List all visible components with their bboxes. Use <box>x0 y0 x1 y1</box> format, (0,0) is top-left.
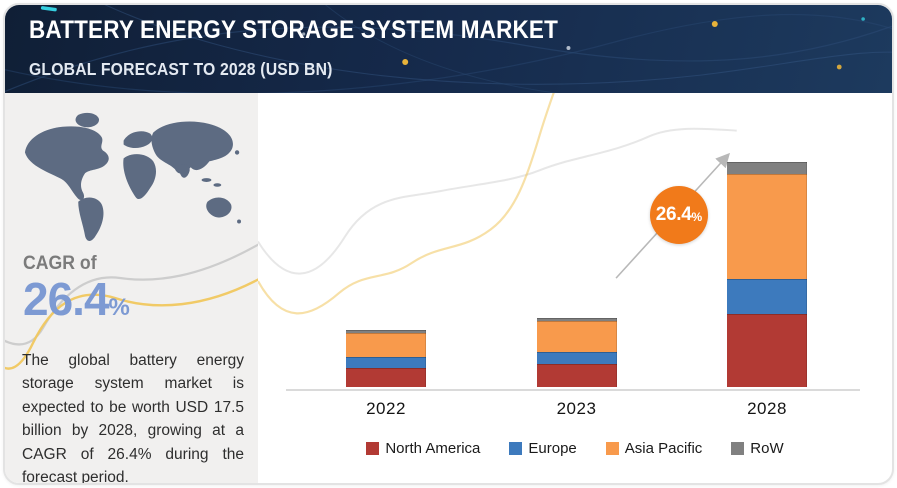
bars-row <box>346 162 807 387</box>
cagr-value: 26.4 <box>23 273 110 325</box>
x-axis-label-2022: 2022 <box>366 399 406 418</box>
stacked-bar-2022[interactable] <box>346 329 426 387</box>
x-axis-line <box>286 389 860 391</box>
x-axis-label-2028: 2028 <box>747 399 787 418</box>
summary-sidebar: CAGR of 26.4 % The global battery energy… <box>5 93 258 483</box>
legend-label-row: RoW <box>750 440 784 457</box>
bar-segment-asia-pacific[interactable] <box>536 321 617 352</box>
header-network-decoration <box>5 5 892 93</box>
bar-segment-asia-pacific[interactable] <box>346 333 426 358</box>
bar-segment-north-america[interactable] <box>346 367 426 387</box>
world-map-icon <box>24 112 242 241</box>
report-card: BATTERY ENERGY STORAGE SYSTEM MARKET GLO… <box>3 3 894 485</box>
bar-segment-row[interactable] <box>346 329 426 334</box>
bar-segment-europe[interactable] <box>727 279 807 314</box>
cagr-label: CAGR of <box>23 253 97 274</box>
bar-segment-north-america[interactable] <box>536 363 617 387</box>
page-subtitle: GLOBAL FORECAST TO 2028 (USD BN) <box>29 59 333 79</box>
cagr-callout: CAGR of 26.4 % <box>23 253 130 322</box>
report-header: BATTERY ENERGY STORAGE SYSTEM MARKET GLO… <box>5 5 892 93</box>
growth-badge-percent-sign: % <box>691 210 703 224</box>
growth-badge: 26.4 % <box>650 186 708 244</box>
legend-label-asia-pacific: Asia Pacific <box>624 440 703 457</box>
legend-item-europe[interactable]: Europe <box>509 440 577 457</box>
legend-item-north-america[interactable]: North America <box>366 440 480 457</box>
market-summary-text: The global battery energy storage system… <box>22 351 244 484</box>
bar-segment-europe[interactable] <box>536 351 617 364</box>
bar-segment-asia-pacific[interactable] <box>727 173 807 280</box>
stacked-bar-chart: 2022 2023 2028 26.4 % North America Europe A… <box>258 93 892 483</box>
stacked-bar-2023[interactable] <box>536 317 617 387</box>
bar-segment-europe[interactable] <box>346 357 426 368</box>
stacked-bar-2028[interactable] <box>727 162 807 387</box>
x-axis-label-2023: 2023 <box>556 399 597 418</box>
legend-swatch-asia-pacific <box>605 442 619 455</box>
legend-item-row[interactable]: RoW <box>731 440 784 457</box>
chart-legend: North America Europe Asia Pacific RoW <box>258 440 892 457</box>
x-axis-labels: 2022 2023 2028 <box>346 399 807 419</box>
legend-swatch-row <box>731 442 745 455</box>
bar-segment-north-america[interactable] <box>727 313 807 387</box>
legend-item-asia-pacific[interactable]: Asia Pacific <box>605 440 703 457</box>
growth-badge-value: 26.4 <box>655 204 692 225</box>
legend-label-europe: Europe <box>528 440 577 457</box>
cagr-percent-sign: % <box>108 294 130 321</box>
page-title: BATTERY ENERGY STORAGE SYSTEM MARKET <box>29 16 559 44</box>
legend-swatch-north-america <box>366 442 380 455</box>
legend-swatch-europe <box>509 442 523 455</box>
legend-label-north-america: North America <box>385 440 481 457</box>
bar-segment-row[interactable] <box>536 317 617 322</box>
bar-segment-row[interactable] <box>727 162 807 174</box>
